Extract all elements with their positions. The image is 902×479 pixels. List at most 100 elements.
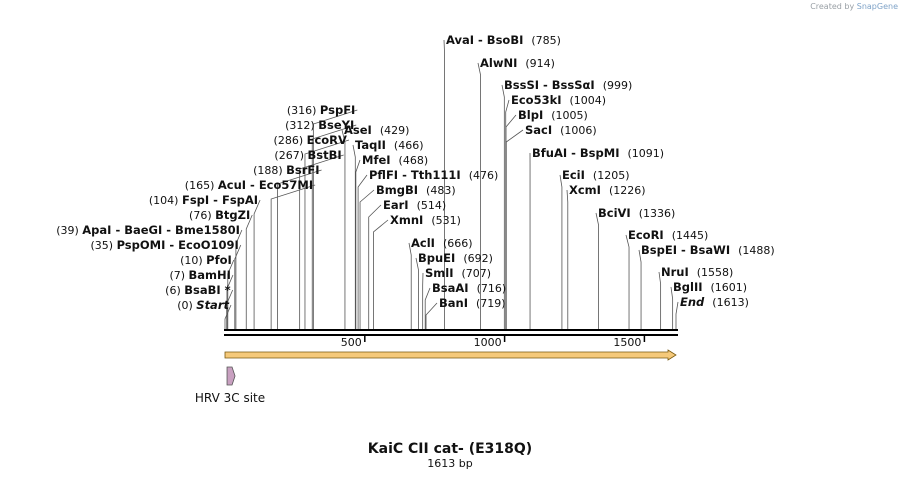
site-label-pfoi[interactable]: (10) PfoI xyxy=(180,253,232,267)
site-label-pflfi-tth111i[interactable]: PflFI - Tth111I (476) xyxy=(369,168,498,182)
site-label-xcmi[interactable]: XcmI (1226) xyxy=(569,183,646,197)
site-leader-bspei-bsawi xyxy=(638,249,642,329)
site-position-apai-baegi-bme1580i: (39) xyxy=(56,224,82,237)
site-label-acui-eco57mi[interactable]: (165) AcuI - Eco57MI xyxy=(185,178,313,192)
site-position-bstbi: (267) xyxy=(274,149,307,162)
site-label-pspfi[interactable]: (316) PspFI xyxy=(287,103,356,117)
site-label-bsssi-bsss-i[interactable]: BssSI - BssSαI (999) xyxy=(504,78,632,92)
sequence-backbone xyxy=(224,329,678,336)
orf-arrow[interactable] xyxy=(224,349,677,361)
site-label-avai-bsobi[interactable]: AvaI - BsoBI (785) xyxy=(446,33,561,47)
site-label-bcivi[interactable]: BciVI (1336) xyxy=(598,206,675,220)
site-position-ecii: (1205) xyxy=(593,169,630,182)
site-label-mfei[interactable]: MfeI (468) xyxy=(362,153,428,167)
site-position-bsssi-bsss-i: (999) xyxy=(603,79,633,92)
site-label-bani[interactable]: BanI (719) xyxy=(439,296,506,310)
site-name-bspei-bsawi: BspEI - BsaWI xyxy=(641,243,730,257)
site-label-start[interactable]: (0) Start xyxy=(177,298,229,312)
site-label-bamhi[interactable]: (7) BamHI xyxy=(169,268,231,282)
site-leader-bani xyxy=(425,302,438,329)
site-label-bstbi[interactable]: (267) BstBI xyxy=(274,148,341,162)
site-position-eari: (514) xyxy=(417,199,447,212)
site-label-apai-baegi-bme1580i[interactable]: (39) ApaI - BaeGI - Bme1580I xyxy=(56,223,240,237)
site-label-bmgbi[interactable]: BmgBI (483) xyxy=(376,183,456,197)
site-label-bpuei[interactable]: BpuEI (692) xyxy=(418,251,493,265)
site-label-eco53ki[interactable]: Eco53kI (1004) xyxy=(511,93,606,107)
site-name-pspomi-ecoo109i: PspOMI - EcoO109I xyxy=(117,238,239,252)
sequence-title: KaiC CII cat- (E318Q) xyxy=(368,441,532,457)
site-position-bani: (719) xyxy=(476,297,506,310)
site-label-ecii[interactable]: EciI (1205) xyxy=(562,168,629,182)
site-position-start: (0) xyxy=(177,299,196,312)
site-label-smli[interactable]: SmlI (707) xyxy=(425,266,491,280)
site-name-btgzi: BtgZI xyxy=(215,208,250,222)
site-label-taqii[interactable]: TaqII (466) xyxy=(355,138,424,152)
site-name-ecori: EcoRI xyxy=(628,228,664,242)
site-label-xmni[interactable]: XmnI (531) xyxy=(390,213,461,227)
site-label-bspei-bsawi[interactable]: BspEI - BsaWI (1488) xyxy=(641,243,775,257)
site-label-btgzi[interactable]: (76) BtgZI xyxy=(189,208,250,222)
site-label-bseyi[interactable]: (312) BseYI xyxy=(285,118,354,132)
site-name-pflfi-tth111i: PflFI - Tth111I xyxy=(369,168,461,182)
tick-label-1000: 1000 xyxy=(474,336,502,349)
site-label-bsabi[interactable]: (6) BsaBI * xyxy=(165,283,231,297)
site-labels: (0) Start(6) BsaBI *(7) BamHI(10) PfoI(3… xyxy=(56,33,774,312)
site-leaders xyxy=(224,39,679,329)
site-label-asei[interactable]: AseI (429) xyxy=(344,123,409,137)
site-label-end[interactable]: End (1613) xyxy=(680,295,749,309)
orf-arrow-shape[interactable] xyxy=(224,349,677,361)
site-name-xcmi: XcmI xyxy=(569,183,601,197)
site-position-blpi: (1005) xyxy=(551,109,588,122)
site-name-bsrfi: BsrFI xyxy=(286,163,319,177)
site-name-end: End xyxy=(680,295,705,309)
site-position-nrui: (1558) xyxy=(697,266,734,279)
hrv3c-site-marker[interactable] xyxy=(226,366,236,386)
site-label-ecorv[interactable]: (286) EcoRV xyxy=(274,133,348,147)
site-leader-bstbi xyxy=(299,154,344,329)
site-name-ecorv: EcoRV xyxy=(307,133,347,147)
site-label-acli[interactable]: AclI (666) xyxy=(411,236,473,250)
snapgene-credit: Created by SnapGene xyxy=(810,2,898,11)
site-leader-nrui xyxy=(658,271,662,329)
site-position-smli: (707) xyxy=(462,267,492,280)
site-name-alwni: AlwNI xyxy=(480,56,517,70)
sequence-length: 1613 bp xyxy=(427,457,472,470)
site-label-ecori[interactable]: EcoRI (1445) xyxy=(628,228,708,242)
site-position-pflfi-tth111i: (476) xyxy=(469,169,499,182)
site-name-bamhi: BamHI xyxy=(189,268,231,282)
site-position-ecorv: (286) xyxy=(274,134,307,147)
site-name-bstbi: BstBI xyxy=(307,148,341,162)
site-label-pspomi-ecoo109i[interactable]: (35) PspOMI - EcoO109I xyxy=(90,238,238,252)
site-name-bglii: BglII xyxy=(673,280,703,294)
axis-ticks: 500 1000 1500 xyxy=(341,336,646,349)
site-name-ecii: EciI xyxy=(562,168,585,182)
site-label-fspi-fspai[interactable]: (104) FspI - FspAI xyxy=(149,193,258,207)
site-leader-bsrfi xyxy=(277,169,322,329)
site-label-bfuai-bspmi[interactable]: BfuAI - BspMI (1091) xyxy=(532,146,664,160)
site-label-blpi[interactable]: BlpI (1005) xyxy=(518,108,588,122)
site-label-bsaai[interactable]: BsaAI (716) xyxy=(432,281,506,295)
site-position-bamhi: (7) xyxy=(169,269,188,282)
site-name-bsaai: BsaAI xyxy=(432,281,469,295)
site-label-alwni[interactable]: AlwNI (914) xyxy=(480,56,555,70)
site-label-saci[interactable]: SacI (1006) xyxy=(525,123,597,137)
site-name-smli: SmlI xyxy=(425,266,454,280)
site-leader-bpuei xyxy=(415,257,419,329)
site-label-eari[interactable]: EarI (514) xyxy=(383,198,446,212)
site-name-eari: EarI xyxy=(383,198,409,212)
site-position-bsrfi: (188) xyxy=(253,164,286,177)
site-leader-saci xyxy=(505,129,524,329)
tick-label-500: 500 xyxy=(341,336,362,349)
site-position-btgzi: (76) xyxy=(189,209,215,222)
site-leader-mfei xyxy=(355,159,361,329)
site-label-bglii[interactable]: BglII (1601) xyxy=(673,280,747,294)
site-name-taqii: TaqII xyxy=(355,138,386,152)
site-label-nrui[interactable]: NruI (1558) xyxy=(661,265,733,279)
site-position-bsaai: (716) xyxy=(477,282,507,295)
site-label-bsrfi[interactable]: (188) BsrFI xyxy=(253,163,320,177)
site-name-pfoi: PfoI xyxy=(206,253,232,267)
site-leader-ecori xyxy=(625,234,630,329)
site-position-xcmi: (1226) xyxy=(609,184,646,197)
feature-hrv3c[interactable]: HRV 3C site xyxy=(195,366,265,405)
site-leader-xcmi xyxy=(566,189,569,329)
